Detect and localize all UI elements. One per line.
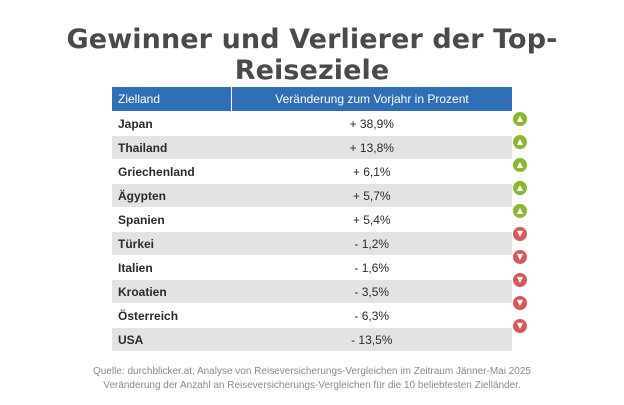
table-row: Türkei - 1,2% <box>112 231 512 256</box>
change-cell: + 13,8% <box>231 135 512 160</box>
chevron-up-icon: ▲ <box>513 204 527 218</box>
country-cell: Kroatien <box>112 279 232 304</box>
change-cell: + 5,4% <box>231 207 512 232</box>
change-cell: - 6,3% <box>231 303 512 328</box>
column-header-change: Veränderung zum Vorjahr in Prozent <box>231 87 512 112</box>
change-cell: + 38,9% <box>231 111 512 136</box>
chevron-up-icon: ▲ <box>513 181 527 195</box>
trend-icon-column: ▲ ▲ ▲ ▲ ▲ ▼ ▼ ▼ ▼ ▼ <box>513 112 529 342</box>
footnote-source: Quelle: durchblicker.at, Analyse von Rei… <box>93 366 531 377</box>
chart-title: Gewinner und Verlierer der Top-Reiseziel… <box>66 24 558 86</box>
country-cell: Österreich <box>112 303 232 328</box>
country-cell: Thailand <box>112 135 232 160</box>
table-row: USA - 13,5% <box>112 327 512 351</box>
ranking-table: Zielland Veränderung zum Vorjahr in Proz… <box>112 87 512 351</box>
country-cell: Türkei <box>112 231 232 256</box>
change-cell: + 6,1% <box>231 159 512 184</box>
country-cell: Italien <box>112 255 232 280</box>
change-cell: - 1,2% <box>231 231 512 256</box>
chevron-down-icon: ▼ <box>513 227 527 241</box>
change-cell: - 1,6% <box>231 255 512 280</box>
column-header-country: Zielland <box>112 87 232 112</box>
change-cell: + 5,7% <box>231 183 512 208</box>
chevron-down-icon: ▼ <box>513 250 527 264</box>
table-row: Italien - 1,6% <box>112 255 512 280</box>
chevron-down-icon: ▼ <box>513 319 527 333</box>
table-row: Japan + 38,9% <box>112 111 512 136</box>
table-row: Kroatien - 3,5% <box>112 279 512 304</box>
table-row: Österreich - 6,3% <box>112 303 512 328</box>
change-cell: - 13,5% <box>231 327 512 351</box>
country-cell: Griechenland <box>112 159 232 184</box>
country-cell: Japan <box>112 111 232 136</box>
chevron-up-icon: ▲ <box>513 158 527 172</box>
change-cell: - 3,5% <box>231 279 512 304</box>
country-cell: Spanien <box>112 207 232 232</box>
chevron-up-icon: ▲ <box>513 135 527 149</box>
table-body: Japan + 38,9% Thailand + 13,8% Griechenland +… <box>112 111 512 351</box>
chevron-down-icon: ▼ <box>513 273 527 287</box>
chevron-up-icon: ▲ <box>513 112 527 126</box>
table-row: Thailand + 13,8% <box>112 135 512 160</box>
table-row: Griechenland + 6,1% <box>112 159 512 184</box>
chevron-down-icon: ▼ <box>513 296 527 310</box>
footnote-description: Veränderung der Anzahl an Reiseversicher… <box>103 380 521 391</box>
country-cell: Ägypten <box>112 183 232 208</box>
country-cell: USA <box>112 327 232 351</box>
table-row: Spanien + 5,4% <box>112 207 512 232</box>
table-row: Ägypten + 5,7% <box>112 183 512 208</box>
table-header-row: Zielland Veränderung zum Vorjahr in Proz… <box>112 87 512 112</box>
